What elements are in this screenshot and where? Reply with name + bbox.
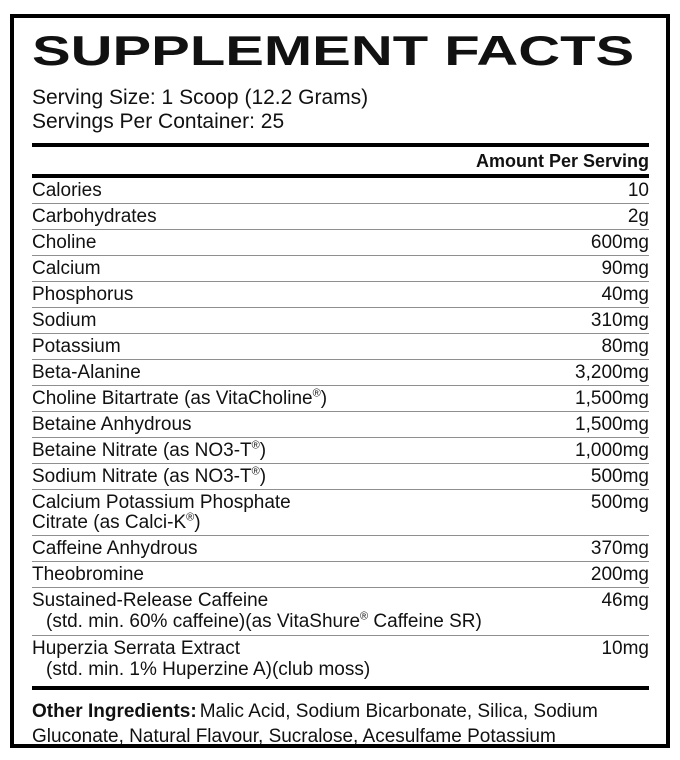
ingredient-name: Betaine Anhydrous <box>32 414 192 435</box>
table-row: Sodium 310mg <box>32 308 649 334</box>
ingredient-name-block: Choline Bitartrate (as VitaCholine®) <box>32 387 563 409</box>
ingredient-subtext: (std. min. 60% caffeine)(as VitaShure® C… <box>46 610 482 632</box>
ingredient-amount: 90mg <box>601 258 649 279</box>
ingredient-name: Sustained-Release Caffeine <box>32 590 269 611</box>
table-row: Calcium 90mg <box>32 256 649 282</box>
ingredient-name-block: Phosphorus <box>32 285 589 305</box>
supplement-facts-frame: SUPPLEMENT FACTS Serving Size: 1 Scoop (… <box>10 14 670 748</box>
ingredient-name: Calcium <box>32 258 101 279</box>
ingredient-name-block: Calcium Potassium Phosphate Citrate (as C… <box>32 493 579 533</box>
amount-per-serving-header: Amount Per Serving <box>475 151 649 171</box>
ingredient-amount: 1,000mg <box>575 440 649 461</box>
ingredient-amount: 370mg <box>590 538 649 559</box>
ingredient-name-block: Caffeine Anhydrous <box>32 539 579 559</box>
ingredient-amount: 1,500mg <box>575 388 649 409</box>
ingredient-name-block: Sustained-Release Caffeine (std. min. 60%… <box>32 591 589 633</box>
ingredient-name: Carbohydrates <box>32 206 157 227</box>
table-row: Choline 600mg <box>32 230 649 256</box>
ingredient-name-block: Calories <box>32 181 616 201</box>
ingredient-name-block: Calcium <box>32 259 589 279</box>
ingredient-subtext: (std. min. 1% Huperzine A)(club moss) <box>46 659 371 680</box>
ingredient-amount: 40mg <box>601 284 649 305</box>
ingredient-amount: 500mg <box>590 466 649 487</box>
table-row: Theobromine 200mg <box>32 562 649 588</box>
ingredient-amount: 2g <box>627 206 649 227</box>
ingredient-name: Betaine Nitrate (as NO3-T®) <box>32 439 267 461</box>
ingredient-amount: 3,200mg <box>575 362 649 383</box>
ingredient-name-line2: Citrate (as Calci-K®) <box>32 511 201 533</box>
ingredient-name: Beta-Alanine <box>32 362 141 383</box>
ingredient-name-block: Theobromine <box>32 565 579 585</box>
registered-trademark-symbol: ® <box>312 387 321 400</box>
ingredient-name-block: Beta-Alanine <box>32 363 563 383</box>
ingredient-name-block: Huperzia Serrata Extract (std. min. 1% Hu… <box>32 639 589 681</box>
ingredient-name: Choline Bitartrate (as VitaCholine®) <box>32 387 328 409</box>
ingredient-amount: 310mg <box>590 310 649 331</box>
registered-trademark-symbol: ® <box>251 465 260 478</box>
table-row: Huperzia Serrata Extract (std. min. 1% Hu… <box>32 636 649 683</box>
table-row: Betaine Anhydrous 1,500mg <box>32 412 649 438</box>
table-row: Phosphorus 40mg <box>32 282 649 308</box>
serving-info: Serving Size: 1 Scoop (12.2 Grams) Servi… <box>32 86 649 134</box>
ingredient-amount: 200mg <box>590 564 649 585</box>
ingredient-amount: 600mg <box>590 232 649 253</box>
ingredient-name: Phosphorus <box>32 284 134 305</box>
other-ingredients-section: Other Ingredients: Malic Acid, Sodium Bic… <box>32 690 649 749</box>
other-ingredients-text: Malic Acid, Sodium Bicarbonate, Silica, … <box>32 701 598 747</box>
registered-trademark-symbol: ® <box>186 511 195 524</box>
table-row: Sodium Nitrate (as NO3-T®) 500mg <box>32 464 649 490</box>
ingredient-name-block: Betaine Anhydrous <box>32 415 563 435</box>
ingredient-name-block: Carbohydrates <box>32 207 616 227</box>
ingredient-name-block: Betaine Nitrate (as NO3-T®) <box>32 439 563 461</box>
registered-trademark-symbol: ® <box>251 439 260 452</box>
ingredient-amount: 1,500mg <box>575 414 649 435</box>
table-row: Beta-Alanine 3,200mg <box>32 360 649 386</box>
table-row: Calcium Potassium Phosphate Citrate (as C… <box>32 490 649 536</box>
ingredient-name-block: Sodium <box>32 311 579 331</box>
serving-size-text: Serving Size: 1 Scoop (12.2 Grams) <box>32 86 369 109</box>
table-row: Choline Bitartrate (as VitaCholine®) 1,50… <box>32 386 649 412</box>
ingredient-name: Calories <box>32 180 102 201</box>
servings-per-container-text: Servings Per Container: 25 <box>32 110 285 133</box>
ingredient-name: Potassium <box>32 336 121 357</box>
ingredient-amount: 46mg <box>601 590 649 611</box>
ingredient-amount: 80mg <box>601 336 649 357</box>
facts-table: Calories 10 Carbohydrates 2g Choline 600mg Cal… <box>32 178 649 683</box>
ingredient-name: Sodium <box>32 310 97 331</box>
ingredient-amount: 10 <box>627 180 649 201</box>
facts-title: SUPPLEMENT FACTS <box>32 27 635 74</box>
table-row: Sustained-Release Caffeine (std. min. 60%… <box>32 588 649 636</box>
ingredient-name: Choline <box>32 232 97 253</box>
thick-divider-top <box>32 143 649 147</box>
ingredient-amount: 10mg <box>601 638 649 659</box>
ingredient-name-block: Potassium <box>32 337 589 357</box>
table-row: Carbohydrates 2g <box>32 204 649 230</box>
table-row: Calories 10 <box>32 178 649 204</box>
ingredient-name: Sodium Nitrate (as NO3-T®) <box>32 465 267 487</box>
table-row: Potassium 80mg <box>32 334 649 360</box>
table-row: Betaine Nitrate (as NO3-T®) 1,000mg <box>32 438 649 464</box>
registered-trademark-symbol: ® <box>360 610 369 623</box>
ingredient-name: Huperzia Serrata Extract <box>32 638 241 659</box>
thick-divider-bottom <box>32 686 649 690</box>
ingredient-name-block: Choline <box>32 233 579 253</box>
ingredient-amount: 500mg <box>590 492 649 513</box>
ingredient-name-block: Sodium Nitrate (as NO3-T®) <box>32 465 579 487</box>
ingredient-name: Calcium Potassium Phosphate <box>32 492 291 513</box>
table-row: Caffeine Anhydrous 370mg <box>32 536 649 562</box>
ingredient-name: Theobromine <box>32 564 144 585</box>
ingredient-name: Caffeine Anhydrous <box>32 538 198 559</box>
other-ingredients-label: Other Ingredients: <box>32 701 197 722</box>
thick-divider-middle <box>32 174 649 178</box>
